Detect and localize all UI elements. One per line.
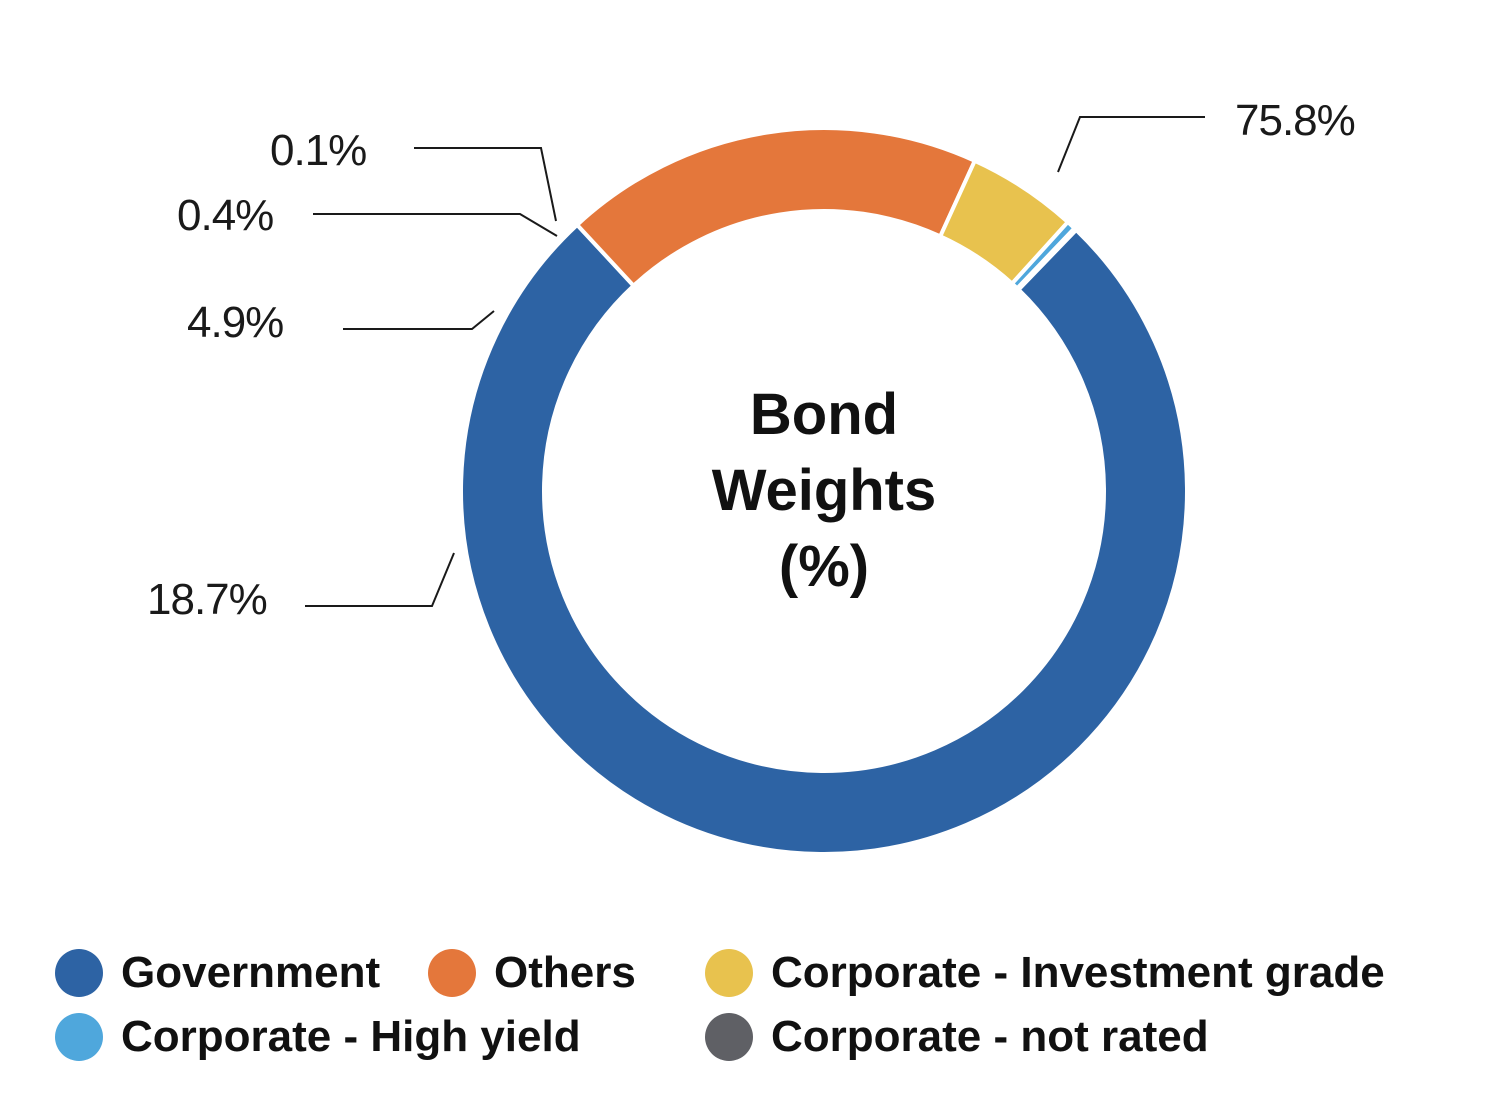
donut-slices: [459, 126, 1189, 856]
center-title-line-2: Weights: [712, 458, 937, 523]
slice-label-not-rated: 0.1%: [270, 126, 366, 175]
slice-label-investment-grade: 4.9%: [187, 298, 283, 347]
donut-slice-not-rated: [1015, 226, 1079, 292]
center-title-line-3: (%): [779, 534, 869, 599]
legend-swatch-investment-grade: [705, 949, 753, 997]
legend-item-investment-grade: Corporate - Investment grade: [705, 945, 1385, 1001]
legend-item-not-rated: Corporate - not rated: [705, 1009, 1209, 1065]
leader-line-others: [305, 552, 455, 607]
legend-item-high-yield: Corporate - High yield: [55, 1009, 581, 1065]
legend-swatch-not-rated: [705, 1013, 753, 1061]
slice-label-government: 75.8%: [1235, 96, 1355, 145]
slice-label-high-yield: 0.4%: [177, 191, 273, 240]
leader-lines: [305, 116, 1205, 607]
legend-swatch-government: [55, 949, 103, 997]
donut-slice-government: [459, 222, 1189, 856]
legend-item-government: Government: [55, 945, 380, 1001]
legend-swatch-high-yield: [55, 1013, 103, 1061]
legend-label-government: Government: [121, 948, 381, 997]
donut-slice-others: [575, 126, 977, 288]
leader-line-investment-grade: [343, 310, 495, 330]
center-title: Bond Weights (%): [712, 382, 937, 599]
slice-label-others: 18.7%: [147, 575, 267, 624]
legend-label-high-yield: Corporate - High yield: [121, 1012, 581, 1061]
center-title-line-1: Bond: [750, 382, 898, 447]
legend-label-not-rated: Corporate - not rated: [771, 1012, 1209, 1061]
slice-labels: 75.8% 18.7% 4.9% 0.4% 0.1%: [147, 96, 1356, 624]
leader-line-high-yield: [313, 213, 558, 237]
leader-line-not-rated: [414, 147, 557, 222]
legend-item-others: Others: [428, 945, 636, 1001]
legend-label-investment-grade: Corporate - Investment grade: [771, 948, 1385, 997]
legend-swatch-others: [428, 949, 476, 997]
leader-line-government: [1057, 116, 1205, 173]
legend-label-others: Others: [494, 948, 636, 997]
